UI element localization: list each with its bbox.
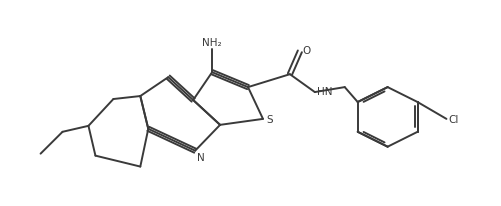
Text: NH₂: NH₂: [202, 38, 221, 48]
Text: HN: HN: [316, 87, 332, 97]
Text: S: S: [266, 114, 272, 124]
Text: O: O: [302, 46, 311, 56]
Text: Cl: Cl: [447, 114, 458, 124]
Text: N: N: [197, 152, 204, 162]
